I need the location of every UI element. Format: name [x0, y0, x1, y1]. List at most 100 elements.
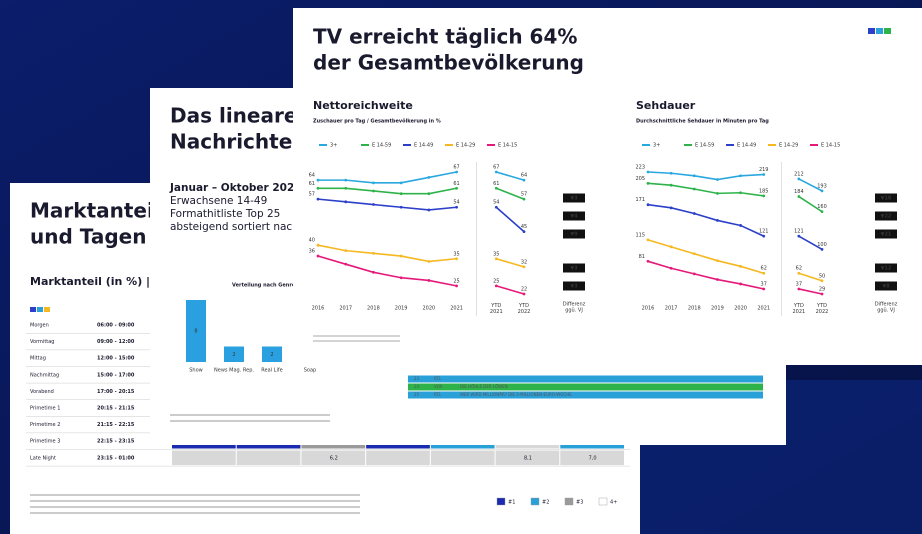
x-tick-label: 2019 [395, 306, 408, 312]
logo [44, 307, 50, 312]
row-label: Primetime 2 [30, 422, 60, 428]
data-point [669, 206, 673, 210]
table-cell: VOX [434, 384, 443, 389]
data-point [692, 174, 696, 178]
legend-swatch [530, 497, 540, 506]
series-line [495, 187, 525, 200]
x-tick-label: 2020 [734, 306, 747, 312]
data-label: 64 [521, 173, 527, 179]
data-label: 61 [493, 181, 499, 187]
diff-value: ▼3 [570, 196, 578, 202]
data-point [797, 177, 801, 181]
data-label: 62 [796, 266, 802, 272]
data-point [739, 282, 742, 286]
data-point [455, 205, 458, 209]
data-point [399, 181, 403, 185]
series-line [647, 239, 764, 275]
data-label: 35 [453, 251, 459, 257]
data-label: 100 [817, 242, 827, 248]
data-point [797, 195, 801, 198]
table-cell: 25 [414, 392, 420, 397]
data-point [820, 247, 824, 251]
data-label: 25 [493, 278, 499, 284]
data-point [316, 197, 320, 201]
chart-title: Sehdauer [636, 99, 696, 112]
data-label: 37 [761, 281, 767, 287]
diff-badge [875, 211, 897, 221]
data-label: 64 [309, 173, 315, 179]
data-label: 67 [453, 165, 459, 171]
series-line [798, 272, 823, 282]
series-line [647, 203, 765, 237]
data-label: 61 [309, 181, 315, 187]
legend-label: E 14-15 [821, 143, 840, 149]
x-tick-label: 2018 [367, 306, 380, 312]
data-label: 61 [453, 181, 459, 187]
series-line [496, 171, 525, 181]
row-time: 09:00 - 12:00 [97, 339, 135, 345]
legend-label: E 14-15 [498, 143, 517, 149]
data-point [522, 292, 526, 296]
data-point [455, 170, 458, 174]
row-time: 06:00 - 09:00 [97, 323, 135, 329]
data-point [372, 203, 375, 206]
series-line [318, 187, 457, 195]
table-row [408, 391, 763, 399]
slide-title: der Gesamtbevölkerung [313, 51, 584, 75]
info-line: Erwachsene 14-49 [170, 195, 267, 207]
front-slide: TV erreicht täglich 64%der Gesamtbevölke… [293, 8, 922, 365]
series-line [495, 206, 525, 233]
data-label: 54 [453, 200, 459, 206]
data-label: 212 [794, 171, 804, 177]
data-label: 45 [521, 224, 527, 230]
chart-title: Verteilung nach Genres bei F [232, 283, 314, 289]
data-point [716, 178, 719, 181]
diff-value: ▼9 [570, 232, 578, 238]
data-label: 121 [794, 229, 804, 235]
slide-subtitle: Marktanteil (in %) | RT [30, 275, 170, 288]
x-tick-label: Soap [304, 368, 316, 374]
cell-value: 7,0 [589, 455, 597, 461]
diff-badge [563, 281, 585, 291]
data-label: 185 [759, 188, 769, 194]
row-label: Nachmittag [30, 372, 59, 378]
data-label: 205 [635, 176, 645, 182]
data-label: 25 [453, 278, 459, 284]
data-label: 81 [639, 254, 645, 260]
row-time: 17:00 - 20:15 [97, 389, 135, 395]
diff-caption: ggü. VJ [565, 308, 583, 314]
series-line [798, 235, 823, 251]
x-tick-label: 2020 [422, 306, 435, 312]
data-point [427, 208, 431, 212]
data-point [646, 238, 650, 242]
data-point [820, 210, 824, 214]
data-point [762, 173, 766, 176]
data-label: 37 [796, 281, 802, 287]
data-point [427, 260, 431, 263]
data-point [522, 197, 526, 201]
cell [366, 450, 430, 466]
data-point [797, 234, 801, 238]
info-line: Januar – Oktober 2022 [169, 182, 302, 194]
diff-badge [875, 229, 897, 239]
data-label: 54 [493, 200, 499, 206]
legend-label: #3 [576, 500, 583, 506]
series-line [647, 182, 764, 197]
data-point [427, 279, 431, 282]
data-point [797, 271, 801, 275]
diff-value: ▼3 [570, 266, 578, 272]
legend-label: E 14-59 [372, 143, 391, 149]
data-point [455, 186, 458, 190]
data-label: 115 [635, 232, 645, 238]
series-line [318, 171, 457, 184]
slide [293, 8, 922, 365]
x-tick-label: 2016 [642, 306, 655, 312]
info-line: absteigend sortiert nac [170, 221, 292, 233]
chart-title: Nettoreichweite [313, 99, 413, 112]
data-point [494, 170, 498, 174]
data-label: 50 [819, 273, 825, 279]
x-tick-label: 2019 [711, 306, 724, 312]
x-tick-label: YTD 2021 [792, 303, 805, 315]
cell [495, 450, 560, 466]
